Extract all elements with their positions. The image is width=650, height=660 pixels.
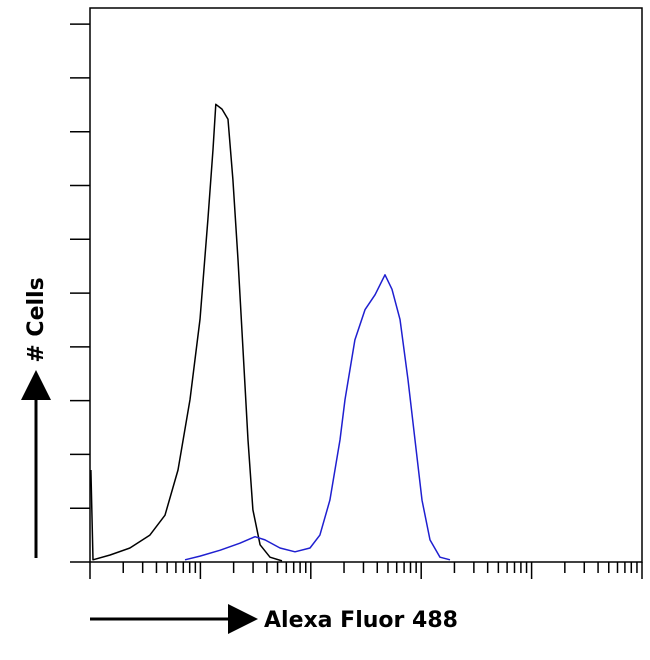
plot-frame [89, 7, 643, 563]
histogram-line [184, 274, 451, 561]
x-axis-label: Alexa Fluor 488 [264, 608, 458, 633]
histogram-line [90, 103, 283, 562]
y-axis-label: # Cells [24, 277, 49, 362]
